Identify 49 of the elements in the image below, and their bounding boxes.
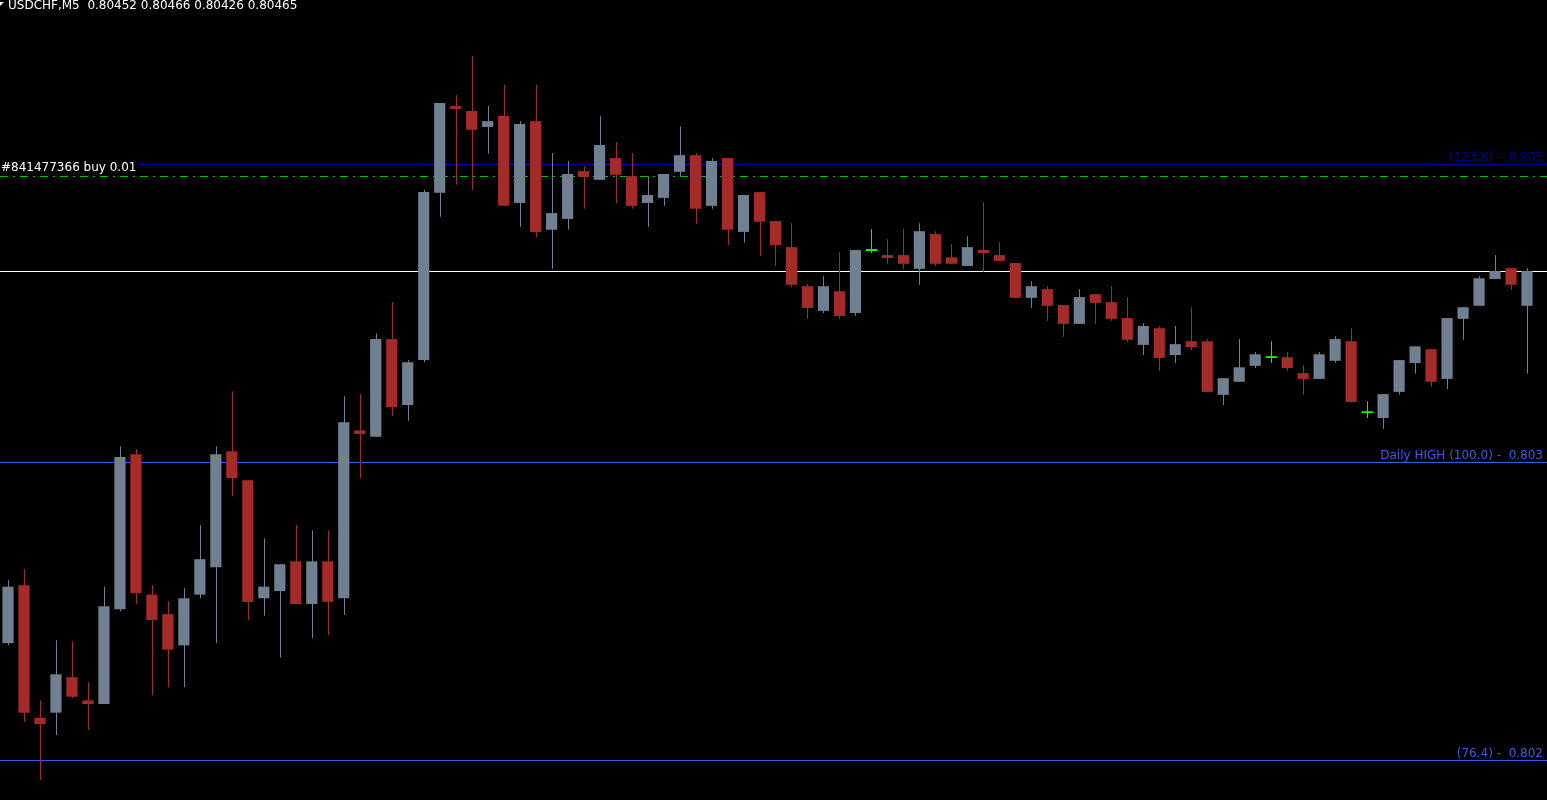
- candlestick: [1457, 306, 1469, 341]
- candlestick: [1025, 280, 1037, 309]
- candlestick: [977, 201, 989, 273]
- annotation: (123.6) - 0.805: [1449, 149, 1543, 164]
- candlestick: [354, 393, 366, 479]
- candlestick: [657, 173, 670, 207]
- annotation: (76.4) - 0.802: [1456, 745, 1543, 760]
- candlestick: [673, 125, 686, 178]
- candlestick: [1137, 322, 1149, 356]
- candlestick: [1121, 296, 1133, 343]
- candlestick: [34, 699, 46, 781]
- candlestick: [1361, 400, 1374, 419]
- annotation: Daily HIGH (100.0) - 0.803: [1380, 447, 1543, 462]
- candlestick: [1089, 293, 1101, 325]
- candlestick: [482, 105, 494, 155]
- candlestick: [961, 235, 973, 267]
- candlestick: [66, 641, 78, 699]
- candlestick: [1377, 393, 1389, 430]
- chart-title: USDCHF,M5 0.80452 0.80466 0.80426 0.80465: [8, 0, 298, 12]
- candlestick: [769, 220, 782, 267]
- candlestick: [546, 152, 558, 270]
- candlestick: [1329, 335, 1341, 364]
- candlestick: [881, 238, 894, 265]
- candlestick: [945, 243, 957, 265]
- candlestick: [258, 537, 270, 617]
- annotation: #841477366 buy 0.01: [1, 159, 137, 174]
- candlestick: [1489, 254, 1501, 280]
- candlestick: [1265, 340, 1278, 364]
- candlestick: [1169, 325, 1181, 364]
- candlestick: [1105, 285, 1117, 322]
- candlestick: [82, 681, 94, 731]
- candlestick: [865, 228, 878, 254]
- candlestick: [1185, 306, 1197, 351]
- candlestick: [1217, 377, 1229, 406]
- candlestick: [450, 94, 462, 186]
- candlestick: [610, 141, 622, 204]
- candlestick: [1505, 267, 1517, 291]
- candlestick: [1233, 338, 1245, 383]
- candlestick: [897, 228, 910, 270]
- candlestick: [1041, 285, 1053, 322]
- candlestick: [641, 175, 654, 228]
- candlestick: [1409, 345, 1421, 375]
- candlestick: [1297, 364, 1309, 396]
- candlestick: [993, 241, 1005, 262]
- candlestick: [578, 165, 590, 210]
- candlestick: [1281, 351, 1293, 372]
- candlestick: [1057, 304, 1069, 338]
- candlestick: [466, 55, 478, 191]
- candlestick: [801, 283, 814, 320]
